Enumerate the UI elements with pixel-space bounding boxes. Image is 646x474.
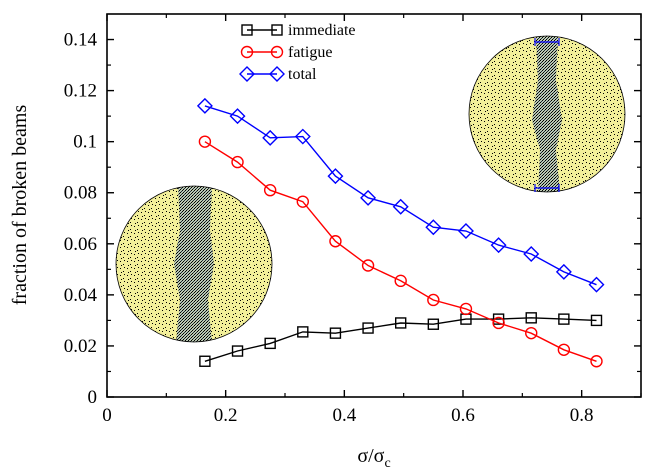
- x-tick-label: 0.4: [332, 405, 356, 426]
- y-tick-label: 0.02: [64, 336, 97, 357]
- data-point-total: [490, 237, 507, 254]
- y-tick-label: 0.1: [73, 132, 97, 153]
- series-line-fatigue: [204, 141, 597, 362]
- data-point-total: [196, 97, 213, 114]
- x-tick-label: 0.8: [570, 405, 594, 426]
- data-point-fatigue: [231, 155, 244, 169]
- legend-marker-fatigue: [270, 45, 284, 59]
- data-point-immediate: [492, 313, 505, 325]
- data-point-immediate: [264, 337, 276, 350]
- series-total: [196, 97, 605, 293]
- data-point-total: [555, 263, 572, 280]
- data-point-total: [425, 219, 442, 236]
- data-point-immediate: [329, 327, 342, 339]
- series-immediate: [199, 312, 603, 367]
- y-axis-title: fraction of broken beams: [9, 105, 31, 306]
- data-point-immediate: [590, 314, 603, 327]
- data-point-immediate: [362, 322, 374, 334]
- crack-band-left: [174, 186, 214, 342]
- inset-right-outline: [468, 35, 626, 193]
- data-point-fatigue: [427, 293, 440, 307]
- legend-marker-total: [269, 66, 285, 82]
- inset-right-disc: [469, 36, 625, 192]
- data-point-fatigue: [296, 195, 309, 208]
- crack-band-right: [532, 36, 562, 192]
- data-point-fatigue: [263, 183, 277, 197]
- data-point-fatigue: [525, 326, 538, 340]
- data-point-fatigue: [590, 355, 603, 368]
- data-point-immediate: [427, 318, 440, 330]
- x-axis-title: σ/σc: [357, 445, 390, 471]
- data-point-fatigue: [459, 302, 473, 316]
- data-point-total: [294, 128, 311, 145]
- data-point-fatigue: [198, 135, 212, 148]
- data-point-immediate: [558, 313, 570, 325]
- x-tick-label: 0.2: [214, 405, 238, 426]
- data-point-immediate: [460, 313, 472, 325]
- y-tick-label: 0.08: [64, 183, 97, 204]
- data-point-total: [588, 276, 605, 293]
- data-point-fatigue: [394, 274, 407, 288]
- data-point-fatigue: [329, 235, 342, 248]
- series-line-total: [204, 105, 597, 286]
- data-point-immediate: [199, 355, 211, 367]
- x-axis-title-main: σ/σ: [357, 445, 384, 467]
- series-group: [196, 97, 605, 368]
- series-fatigue: [198, 135, 603, 368]
- y-tick-label: 0.06: [64, 234, 97, 255]
- data-point-immediate: [525, 312, 537, 324]
- data-point-total: [262, 129, 279, 146]
- data-point-fatigue: [361, 259, 375, 272]
- data-point-fatigue: [557, 343, 571, 356]
- legend-marker-immediate: [241, 24, 253, 36]
- y-tick-label: 0.12: [64, 81, 97, 102]
- legend-marker-immediate: [271, 24, 283, 36]
- legend-marker-fatigue: [240, 45, 254, 59]
- data-point-total: [360, 189, 377, 206]
- data-point-total: [392, 198, 409, 215]
- legend-label-total: total: [288, 66, 317, 83]
- data-point-fatigue: [492, 316, 505, 330]
- x-tick-label: 0.6: [451, 405, 475, 426]
- data-point-total: [327, 168, 344, 185]
- y-tick-label: 0: [88, 387, 98, 408]
- inset-left-disc: [116, 186, 272, 342]
- legend-label-immediate: immediate: [288, 22, 356, 39]
- axes-group: 0 0.2 0.4 0.6 0.8 0 0.02 0.04 0.06 0.08 0.1 0.12 0.1…: [64, 14, 642, 426]
- legend-label-fatigue: fatigue: [288, 44, 332, 61]
- data-point-immediate: [297, 326, 309, 338]
- y-tick-label: 0.04: [64, 285, 98, 306]
- series-line-immediate: [204, 317, 597, 362]
- inset-right-markers: [534, 38, 560, 192]
- inset-left-outline: [115, 185, 273, 343]
- plot-frame: [106, 13, 642, 398]
- data-point-total: [523, 246, 540, 263]
- data-point-total: [229, 108, 246, 125]
- data-point-immediate: [395, 317, 407, 329]
- y-tick-label: 0.14: [64, 30, 98, 51]
- x-tick-label: 0: [102, 405, 112, 426]
- legend: immediate fatigue total: [239, 22, 356, 83]
- x-axis-title-subscript: c: [384, 456, 390, 471]
- legend-marker-total: [239, 66, 255, 82]
- data-point-total: [457, 223, 474, 240]
- data-point-immediate: [231, 345, 244, 357]
